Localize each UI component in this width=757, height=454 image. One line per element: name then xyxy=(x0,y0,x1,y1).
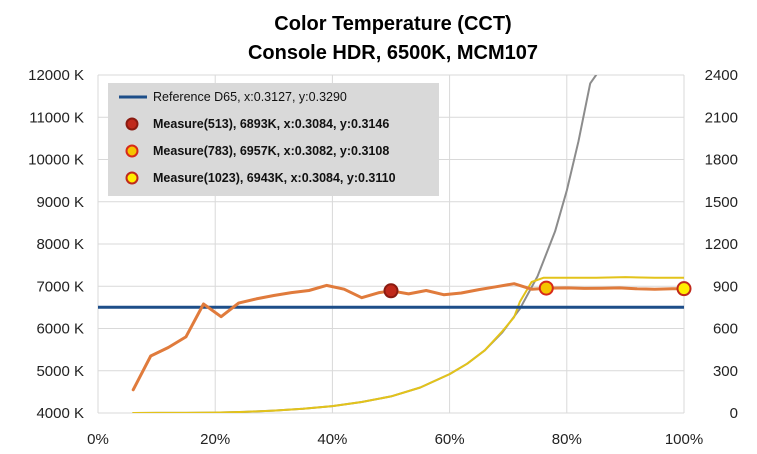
legend-box xyxy=(108,83,439,196)
x-tick-label-0: 0% xyxy=(87,431,109,448)
legend: Reference D65, x:0.3127, y:0.3290 Measur… xyxy=(108,83,439,196)
left-tick-label-7: 11000 K xyxy=(29,109,84,126)
right-tick-label-2: 600 xyxy=(713,321,738,338)
marker-point-1 xyxy=(538,280,554,296)
left-tick-label-0: 4000 K xyxy=(36,405,84,422)
marker-layer xyxy=(383,280,692,299)
legend-symbol-measure-3 xyxy=(125,171,139,185)
right-tick-label-3: 900 xyxy=(713,278,738,295)
series-luminance-measured xyxy=(132,276,684,413)
left-tick-label-6: 10000 K xyxy=(28,152,84,169)
marker-point-0 xyxy=(383,283,399,299)
right-tick-label-7: 2100 xyxy=(705,109,738,126)
left-axis-ticks: 4000 K 5000 K 6000 K 7000 K 8000 K 9000 K 1000… xyxy=(28,67,84,422)
legend-label-measure-513: Measure(513), 6893K, x:0.3084, y:0.3146 xyxy=(153,117,389,131)
right-tick-label-8: 2400 xyxy=(705,67,738,84)
legend-label-measure-783: Measure(783), 6957K, x:0.3082, y:0.3108 xyxy=(153,144,389,158)
x-tick-label-4: 80% xyxy=(552,431,582,448)
x-axis-ticks: 0% 20% 40% 60% 80% 100% xyxy=(87,431,703,448)
legend-symbols xyxy=(119,95,147,185)
legend-label-measure-1023: Measure(1023), 6943K, x:0.3084, y:0.3110 xyxy=(153,171,396,185)
legend-symbol-measure-2 xyxy=(125,144,139,158)
chart-subtitle: Console HDR, 6500K, MCM107 xyxy=(248,42,538,64)
right-tick-label-1: 300 xyxy=(713,363,738,380)
right-tick-label-6: 1800 xyxy=(705,152,738,169)
right-tick-label-5: 1500 xyxy=(705,194,738,211)
x-tick-label-1: 20% xyxy=(200,431,230,448)
series-layer xyxy=(98,75,684,413)
left-tick-label-4: 8000 K xyxy=(36,236,84,253)
legend-symbol-measure-1 xyxy=(125,117,139,131)
x-tick-label-5: 100% xyxy=(665,431,703,448)
left-tick-label-2: 6000 K xyxy=(36,321,84,338)
legend-label-reference: Reference D65, x:0.3127, y:0.3290 xyxy=(153,90,347,104)
x-tick-label-3: 60% xyxy=(435,431,465,448)
right-axis-ticks: 0 300 600 900 1200 1500 1800 2100 2400 xyxy=(705,67,738,422)
x-tick-label-2: 40% xyxy=(317,431,347,448)
chart-title: Color Temperature (CCT) xyxy=(274,13,511,35)
left-tick-label-8: 12000 K xyxy=(28,67,84,84)
right-tick-label-0: 0 xyxy=(730,405,738,422)
left-tick-label-1: 5000 K xyxy=(36,363,84,380)
left-tick-label-3: 7000 K xyxy=(36,278,84,295)
series-cct-line xyxy=(131,282,684,392)
left-tick-label-5: 9000 K xyxy=(36,194,84,211)
marker-point-2 xyxy=(676,281,692,297)
right-tick-label-4: 1200 xyxy=(705,236,738,253)
